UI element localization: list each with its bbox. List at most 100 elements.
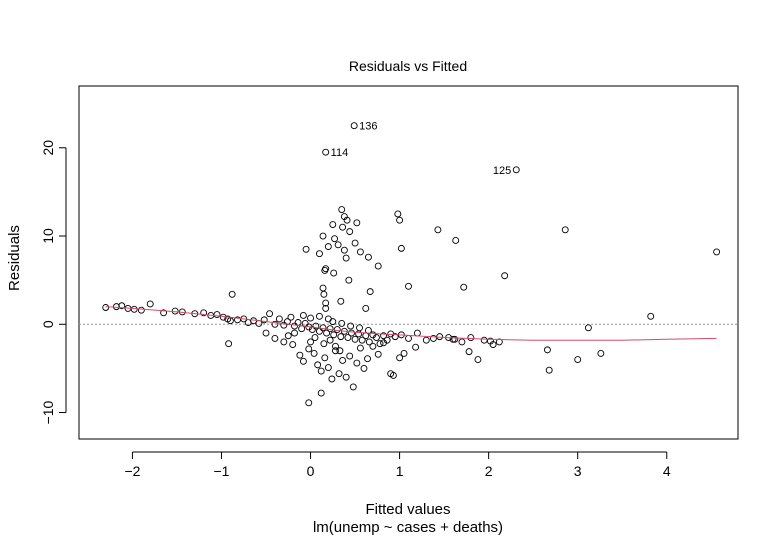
data-point xyxy=(360,364,368,372)
data-point xyxy=(336,347,344,355)
data-point xyxy=(422,336,430,344)
data-point xyxy=(322,148,330,156)
data-point xyxy=(323,329,331,337)
data-point xyxy=(458,338,466,346)
data-point xyxy=(307,314,314,322)
data-point xyxy=(451,335,459,343)
data-point xyxy=(474,356,482,364)
data-point xyxy=(351,239,359,247)
data-point xyxy=(284,332,292,340)
data-point xyxy=(397,244,405,252)
x-tick-label: 4 xyxy=(663,463,671,479)
data-point xyxy=(118,302,126,310)
data-point xyxy=(130,305,138,313)
data-point xyxy=(467,334,475,341)
x-axis-label: Fitted values xyxy=(365,501,450,518)
data-point xyxy=(449,335,457,343)
data-point xyxy=(287,313,295,321)
data-point xyxy=(376,340,384,348)
data-point xyxy=(337,333,345,341)
data-point xyxy=(429,334,437,342)
data-point xyxy=(389,372,397,379)
data-point xyxy=(324,315,332,323)
data-point xyxy=(315,327,323,335)
chart-title: Residuals vs Fitted xyxy=(349,58,467,74)
data-point xyxy=(340,246,348,254)
data-point xyxy=(322,299,330,307)
data-point xyxy=(391,333,399,341)
data-point xyxy=(326,325,334,333)
data-point xyxy=(358,336,366,344)
data-point xyxy=(102,304,110,311)
data-point xyxy=(137,306,145,314)
data-point xyxy=(713,248,721,256)
data-point xyxy=(160,309,168,317)
data-point xyxy=(350,122,358,130)
data-point xyxy=(400,349,408,357)
data-point xyxy=(271,320,279,328)
data-point xyxy=(301,319,309,327)
y-tick-label: 0 xyxy=(40,320,56,328)
data-point xyxy=(356,248,364,256)
data-point xyxy=(344,334,352,341)
data-point xyxy=(334,241,342,249)
outlier-label: 114 xyxy=(331,147,349,159)
data-point xyxy=(348,329,355,337)
data-point xyxy=(356,324,363,332)
data-point xyxy=(545,366,553,374)
data-point xyxy=(460,283,468,291)
data-point xyxy=(480,336,488,344)
x-tick-label: 3 xyxy=(574,463,582,479)
x-tick-label: 1 xyxy=(396,463,404,479)
y-axis-label: Residuals xyxy=(6,225,23,291)
data-point xyxy=(314,361,322,369)
data-point xyxy=(146,300,154,308)
data-point xyxy=(561,226,569,234)
data-point xyxy=(328,375,336,383)
data-point xyxy=(339,357,347,364)
data-point xyxy=(394,210,402,218)
x-tick-label: −2 xyxy=(124,463,140,479)
data-point xyxy=(362,304,370,312)
data-point xyxy=(495,338,503,346)
data-point xyxy=(331,235,339,243)
data-point xyxy=(372,334,380,341)
data-point xyxy=(347,322,355,330)
data-point xyxy=(647,312,655,320)
data-point xyxy=(321,266,329,274)
outlier-label: 136 xyxy=(359,121,377,133)
data-point xyxy=(597,349,605,357)
data-point xyxy=(366,288,374,296)
data-point xyxy=(465,348,473,356)
y-tick-label: −10 xyxy=(40,400,56,424)
data-point xyxy=(412,343,420,351)
data-point xyxy=(330,331,338,339)
x-tick-label: 2 xyxy=(485,463,493,479)
data-point xyxy=(413,329,421,337)
data-points xyxy=(102,122,721,407)
data-point xyxy=(319,284,327,292)
y-tick-label: 20 xyxy=(40,140,56,156)
data-point xyxy=(213,311,221,319)
data-point xyxy=(308,326,316,334)
data-point xyxy=(584,324,592,332)
data-point xyxy=(332,342,339,350)
data-point xyxy=(342,254,350,262)
data-point xyxy=(296,351,304,359)
data-point xyxy=(452,236,460,244)
data-point xyxy=(312,322,320,330)
data-point xyxy=(322,304,330,312)
data-point xyxy=(332,347,339,355)
data-point xyxy=(512,166,520,174)
data-point xyxy=(317,367,325,375)
x-tick-label: 0 xyxy=(307,463,315,479)
data-point xyxy=(405,334,412,342)
data-point xyxy=(266,310,274,318)
data-point xyxy=(299,312,307,319)
data-point xyxy=(346,228,354,236)
data-point xyxy=(311,334,319,341)
x-tick-label: −1 xyxy=(214,463,230,479)
data-point xyxy=(342,373,350,381)
data-point xyxy=(262,329,270,337)
data-point xyxy=(329,318,337,326)
